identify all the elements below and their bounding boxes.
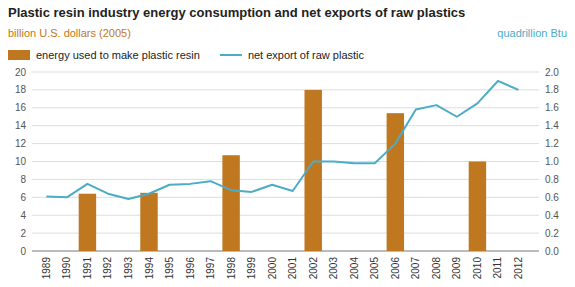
y2-tick-label: 2.0 <box>545 67 559 78</box>
x-tick-label: 2000 <box>267 257 278 280</box>
x-tick-label: 2001 <box>287 257 298 280</box>
x-tick-label: 1995 <box>164 257 175 280</box>
y2-tick-label: 0.0 <box>545 246 559 257</box>
x-tick-label: 1998 <box>226 257 237 280</box>
plot-area <box>46 81 518 251</box>
grid-line <box>32 89 539 90</box>
y2-tick-label: 1.4 <box>545 120 559 131</box>
y-tick-label: 18 <box>15 84 27 95</box>
y2-tick-label: 1.8 <box>545 84 559 95</box>
x-tick-label: 1993 <box>123 257 134 280</box>
x-tick-label: 1996 <box>185 257 196 280</box>
x-tick-label: 2004 <box>349 257 360 280</box>
x-tick-label: 1991 <box>82 257 93 280</box>
y-tick-label: 10 <box>15 156 27 167</box>
y2-tick-label: 1.6 <box>545 102 559 113</box>
y-tick-label: 2 <box>20 228 26 239</box>
y2-tick-label: 1.2 <box>545 138 559 149</box>
y-axis-label: billion U.S. dollars (2005) <box>8 27 131 39</box>
grid-line <box>32 72 539 73</box>
x-tick-label: 2008 <box>431 257 442 280</box>
y2-tick-label: 0.2 <box>545 228 559 239</box>
legend-swatch <box>220 54 242 56</box>
y2-tick-label: 1.0 <box>545 156 559 167</box>
grid-line <box>32 215 539 216</box>
title: Plastic resin industry energy consumptio… <box>8 5 465 20</box>
grid-line <box>32 179 539 180</box>
y2-tick-label: 0.8 <box>545 174 559 185</box>
bar <box>79 194 96 251</box>
legend: energy used to make plastic resin net exp… <box>8 49 365 61</box>
y2-tick-label: 0.6 <box>545 192 559 203</box>
x-tick-label: 1997 <box>205 257 216 280</box>
legend-label: net export of raw plastic <box>248 49 365 61</box>
y-tick-label: 0 <box>20 246 26 257</box>
x-tick-label: 2003 <box>328 257 339 280</box>
x-tick-label: 1990 <box>61 257 72 280</box>
grid <box>32 72 539 251</box>
x-axis-line <box>32 251 539 252</box>
x-tick-label: 2005 <box>369 257 380 280</box>
grid-line <box>32 251 539 252</box>
x-tick-label: 2012 <box>513 257 524 280</box>
y-tick-label: 8 <box>20 174 26 185</box>
y-tick-label: 12 <box>15 138 27 149</box>
x-tick-label: 2007 <box>410 257 421 280</box>
x-tick-label: 2011 <box>492 257 503 279</box>
legend-swatch <box>8 50 30 60</box>
grid-line <box>32 143 539 144</box>
grid-line <box>32 233 539 234</box>
legend-label: energy used to make plastic resin <box>36 49 200 61</box>
x-tick-label: 2009 <box>451 257 462 280</box>
page: {"chart_data": { "type": "bar", "title":… <box>0 0 575 287</box>
x-tick-label: 2006 <box>390 257 401 280</box>
grid-line <box>32 197 539 198</box>
bar <box>469 162 486 252</box>
y-tick-label: 20 <box>15 67 27 78</box>
grid-line <box>32 161 539 162</box>
y2-axis-label: quadrillion Btu <box>497 27 567 39</box>
grid-line <box>32 125 539 126</box>
bar <box>140 193 157 251</box>
y-tick-label: 4 <box>20 210 26 221</box>
y-tick-label: 6 <box>20 192 26 203</box>
x-tick-label: 1999 <box>246 257 257 280</box>
y2-tick-label: 0.4 <box>545 210 559 221</box>
x-tick-label: 2010 <box>472 257 483 280</box>
x-tick-label: 1994 <box>144 257 155 280</box>
bar <box>222 155 239 251</box>
chart: Plastic resin industry energy consumptio… <box>0 0 575 287</box>
x-tick-label: 1992 <box>102 257 113 280</box>
x-tick-label: 1989 <box>41 257 52 280</box>
line <box>46 81 518 199</box>
grid-line <box>32 107 539 108</box>
y-tick-label: 16 <box>15 102 27 113</box>
x-tick-label: 2002 <box>308 257 319 280</box>
y-tick-label: 14 <box>15 120 27 131</box>
